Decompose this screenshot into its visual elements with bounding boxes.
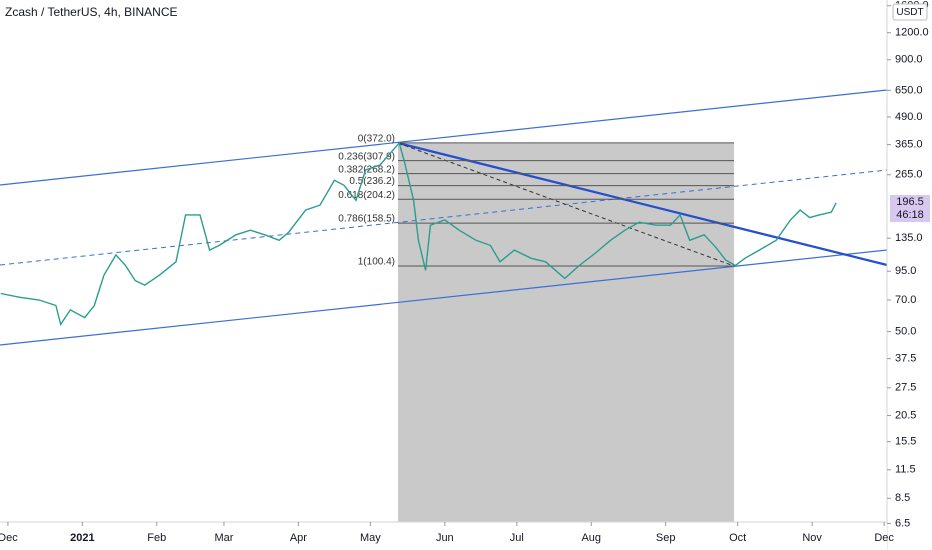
fib-label: 0(372.0) (358, 134, 395, 145)
y-tick-label: 1200.0 (895, 27, 929, 39)
x-tick-label: May (360, 532, 381, 544)
y-tick-label: 27.5 (895, 382, 916, 394)
x-tick-label: Nov (802, 532, 822, 544)
y-tick-label: 650.0 (895, 84, 923, 96)
x-tick-label: Dec (874, 532, 894, 544)
channel-lower (0, 249, 888, 346)
price-line (0, 141, 837, 327)
x-tick-label: Dec (0, 532, 18, 544)
countdown: 46:18 (896, 209, 924, 221)
currency: USDT (896, 7, 923, 18)
y-tick-label: 50.0 (895, 325, 916, 337)
y-tick-label: 365.0 (895, 139, 923, 151)
x-tick-label: 2021 (70, 532, 94, 544)
fib-diagonal (397, 142, 735, 267)
x-tick-label: Jul (510, 532, 524, 544)
price-axis (887, 0, 932, 550)
price-label-box (890, 195, 930, 222)
fib-label: 0.786(158.5) (338, 214, 395, 225)
y-tick-label: 265.0 (895, 169, 923, 181)
fib-label: 1(100.4) (358, 257, 395, 268)
y-tick-label: 37.5 (895, 353, 916, 365)
fib-zone (398, 143, 734, 522)
fib-label: 0.5(236.2) (349, 176, 395, 187)
y-tick-label: 70.0 (895, 294, 916, 306)
channel-middle (0, 169, 888, 266)
x-tick-label: Feb (147, 532, 166, 544)
time-axis (0, 522, 887, 550)
x-tick-label: Jun (436, 532, 454, 544)
y-tick-label: 15.5 (895, 436, 916, 448)
downtrend-line (397, 141, 888, 267)
y-tick-label: 8.5 (895, 492, 910, 504)
channel-upper (0, 89, 888, 186)
y-tick-label: 490.0 (895, 111, 923, 123)
chart-title: Zcash / TetherUS, 4h, BINANCE (5, 5, 178, 19)
x-tick-label: Mar (214, 532, 233, 544)
y-tick-label: 20.5 (895, 409, 916, 421)
x-tick-label: Aug (581, 532, 601, 544)
fib-label: 0.236(307.9) (338, 151, 395, 162)
y-tick-label: 11.5 (895, 464, 916, 476)
marks: 0(372.0)0.236(307.9)0.382(268.2)0.5(236.… (0, 134, 837, 327)
x-tick-label: Apr (290, 532, 307, 544)
x-tick-label: Oct (729, 532, 746, 544)
fib-label: 0.618(204.2) (338, 190, 395, 201)
x-tick-label: Sep (656, 532, 676, 544)
y-tick-label: 900.0 (895, 54, 923, 66)
y-tick-label: 6.5 (895, 517, 910, 529)
currency-box (892, 3, 928, 21)
y-tick-label: 95.0 (895, 265, 916, 277)
last-price: 196.5 (896, 196, 924, 208)
y-tick-label: 135.0 (895, 232, 923, 244)
